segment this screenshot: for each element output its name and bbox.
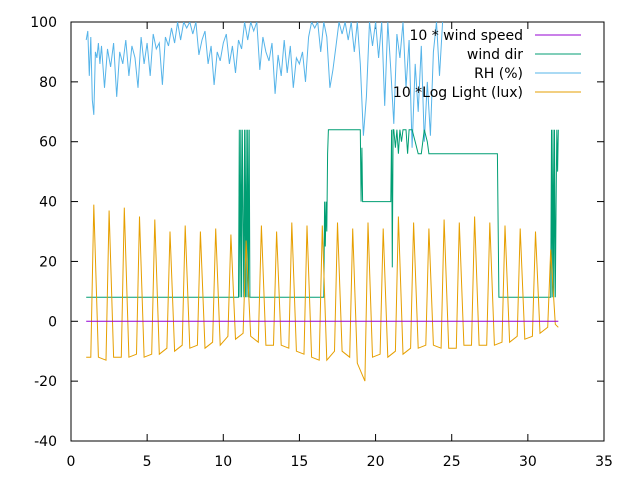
y-tick-label: -20	[34, 374, 57, 390]
series-line-3	[86, 204, 559, 382]
x-tick-label: 15	[291, 454, 309, 470]
plot-frame	[70, 21, 605, 442]
x-tick-label: 30	[519, 454, 537, 470]
y-tick-label: 100	[30, 15, 57, 31]
y-tick-label: 80	[39, 75, 57, 91]
series-line-2	[85, 22, 444, 148]
y-tick-label: -40	[34, 434, 57, 450]
x-tick-label: 25	[443, 454, 461, 470]
legend-label: wind dir	[467, 47, 523, 63]
x-tick-label: 35	[595, 454, 613, 470]
y-tick-label: 0	[48, 314, 57, 330]
y-tick-label: 60	[39, 135, 57, 151]
legend: 10 * wind speed wind dir RH (%) 10 *Log Lig…	[393, 28, 581, 101]
legend-label: RH (%)	[474, 66, 523, 82]
x-tick-label: 20	[367, 454, 385, 470]
x-tick-label: 0	[67, 454, 76, 470]
tick-labels: 0 5 10 15 20 25 30 35 -40 -20 0 20 40 60 80 100	[30, 15, 613, 470]
y-tick-label: 40	[39, 195, 57, 211]
x-tick-label: 5	[143, 454, 152, 470]
legend-label: 10 *Log Light (lux)	[393, 85, 523, 101]
series-layer	[85, 22, 559, 382]
series-line-1	[86, 129, 559, 298]
axes	[70, 21, 605, 442]
legend-label: 10 * wind speed	[409, 28, 523, 44]
x-tick-label: 10	[214, 454, 232, 470]
y-tick-label: 20	[39, 254, 57, 270]
